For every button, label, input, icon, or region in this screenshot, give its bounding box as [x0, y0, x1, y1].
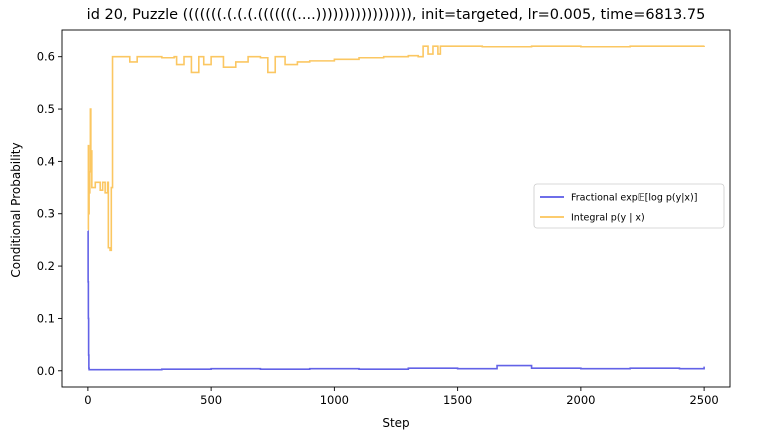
legend-box: [533, 183, 725, 229]
y-tick-label-0: 0.0: [37, 364, 55, 378]
x-tick-label-2: 1000: [320, 393, 349, 407]
y-axis-label: Conditional Probability: [9, 142, 23, 277]
y-tick-label-4: 0.4: [37, 154, 55, 168]
x-tick-label-0: 0: [84, 393, 91, 407]
x-axis-label: Step: [382, 416, 409, 430]
plot-frame: [61, 29, 731, 388]
series-line-0: [87, 230, 705, 371]
y-tick-label-3: 0.3: [37, 207, 55, 221]
x-tick-label-4: 2000: [566, 393, 595, 407]
x-tick-label-5: 2500: [689, 393, 718, 407]
series-line-1: [87, 45, 705, 252]
y-tick-label-6: 0.6: [37, 50, 55, 64]
legend-label-1: Integral p(y | x): [571, 213, 645, 224]
y-tick-label-2: 0.2: [37, 259, 55, 273]
y-tick-label-5: 0.5: [37, 102, 55, 116]
legend-label-0: Fractional exp𝔼[log p(y|x)]: [571, 193, 697, 204]
y-tick-label-1: 0.1: [37, 311, 55, 325]
x-tick-label-1: 500: [200, 393, 222, 407]
legend: Fractional exp𝔼[log p(y|x)] Integral p(y …: [533, 183, 725, 229]
chart-title: id 20, Puzzle (((((((.(.(.(.(((((((....)…: [87, 7, 706, 23]
x-tick-label-3: 1500: [443, 393, 472, 407]
